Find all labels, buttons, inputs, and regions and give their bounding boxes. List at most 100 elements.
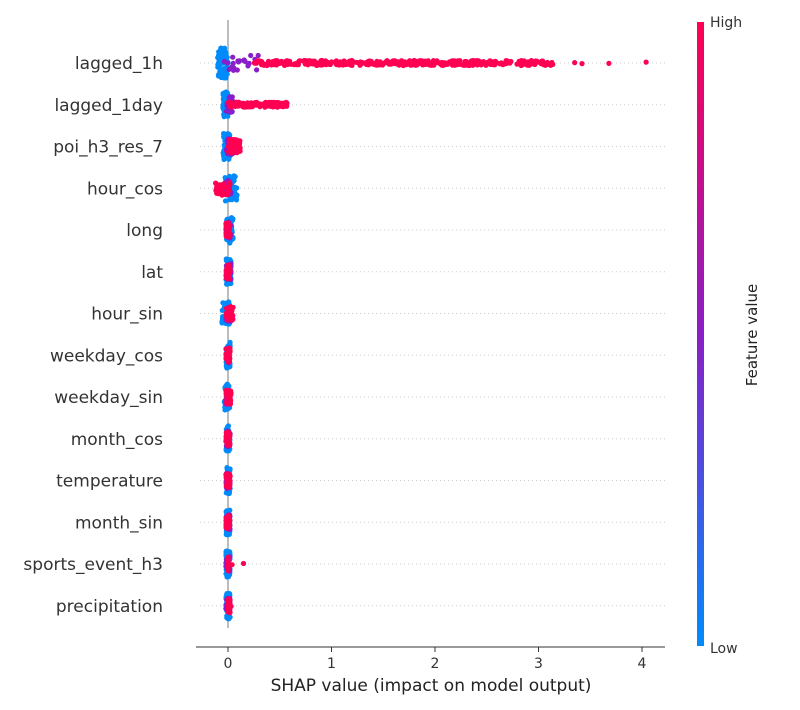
shap-point	[230, 54, 236, 60]
shap-point	[226, 141, 232, 147]
shap-point	[224, 54, 230, 61]
shap-point	[382, 59, 388, 66]
shap-point	[224, 394, 230, 400]
shap-point	[248, 52, 254, 59]
shap-point	[305, 62, 311, 68]
shap-point	[283, 99, 289, 105]
shap-point	[215, 185, 221, 191]
shap-point	[227, 222, 233, 228]
shap-point	[237, 144, 243, 150]
shap-point	[294, 60, 300, 66]
shap-point	[227, 481, 233, 488]
shap-point	[229, 562, 235, 568]
shap-point	[224, 465, 230, 471]
shap-point	[230, 67, 237, 73]
shap-point	[221, 90, 228, 96]
shap-point	[257, 101, 263, 107]
shap-point	[224, 265, 230, 271]
feature-label: sports_event_h3	[23, 555, 163, 575]
row-gridlines	[200, 62, 665, 607]
shap-point	[223, 531, 229, 538]
shap-point	[225, 275, 231, 281]
shap-point	[217, 59, 223, 65]
shap-point	[228, 603, 234, 610]
shap-point	[319, 57, 325, 64]
shap-point	[225, 596, 231, 602]
shap-point	[225, 471, 231, 477]
shap-point	[254, 67, 260, 73]
shap-point	[225, 437, 231, 443]
shap-point	[252, 60, 258, 66]
shap-point	[283, 58, 289, 64]
shap-point	[221, 96, 227, 102]
shap-point	[503, 61, 509, 67]
shap-point	[234, 67, 240, 73]
shap-point	[229, 108, 235, 115]
shap-point	[224, 314, 230, 320]
feature-label: month_cos	[71, 430, 163, 450]
shap-point	[550, 61, 556, 67]
colorbar-high-label: High	[710, 15, 742, 31]
shap-point	[221, 74, 227, 80]
shap-point	[284, 103, 290, 109]
x-axis-label: SHAP value (impact on model output)	[271, 676, 592, 696]
shap-point	[463, 60, 469, 66]
feature-label: long	[126, 221, 163, 241]
shap-point	[222, 198, 229, 204]
shap-point	[222, 300, 228, 306]
x-tick-label: 1	[327, 656, 336, 672]
shap-point	[442, 62, 448, 68]
shap-point	[227, 180, 233, 186]
shap-point	[226, 66, 232, 72]
shap-point	[414, 62, 420, 68]
shap-point	[387, 61, 393, 67]
feature-label: precipitation	[56, 597, 163, 617]
shap-point	[229, 215, 235, 221]
x-tick-label: 3	[534, 656, 543, 672]
shap-point	[471, 59, 477, 65]
shap-point	[214, 189, 220, 195]
shap-point	[428, 62, 434, 68]
shap-point	[224, 399, 230, 405]
feature-label: lat	[141, 263, 163, 283]
shap-point	[606, 60, 612, 66]
shap-point	[225, 567, 231, 573]
shap-point	[235, 58, 241, 64]
shap-point	[530, 59, 537, 65]
shap-point	[358, 60, 364, 66]
shap-point	[218, 66, 224, 72]
shap-point	[226, 257, 232, 263]
feature-label: lagged_1day	[54, 96, 163, 116]
shap-point	[247, 104, 253, 110]
x-tick-label: 2	[431, 656, 440, 672]
shap-point	[255, 52, 261, 59]
colorbar-low-label: Low	[710, 641, 738, 657]
shap-point	[643, 59, 649, 65]
shap-point	[221, 156, 227, 162]
shap-point	[225, 514, 231, 520]
shap-point	[213, 180, 219, 186]
shap-point	[483, 62, 489, 68]
shap-point	[538, 61, 544, 67]
colorbar-title: Feature value	[743, 284, 761, 386]
feature-labels: lagged_1h lagged_1day poi_h3_res_7 hour_cos…	[23, 54, 163, 617]
shap-point	[271, 58, 277, 64]
shap-point	[262, 101, 268, 107]
feature-label: hour_sin	[91, 305, 163, 325]
shap-point	[223, 230, 229, 236]
shap-point	[451, 58, 458, 64]
shap-point	[240, 560, 247, 567]
x-tick-label: 4	[638, 656, 647, 672]
shap-point	[499, 61, 505, 67]
shap-point	[402, 59, 408, 65]
shap-point	[333, 60, 339, 66]
shap-point	[261, 62, 267, 68]
shap-point	[227, 148, 233, 155]
shap-point	[407, 59, 413, 66]
shap-point	[328, 59, 335, 65]
x-axis-ticks: 0 1 2 3 4	[224, 647, 647, 672]
shap-point	[397, 59, 404, 65]
shap-point	[225, 155, 231, 161]
shap-point	[221, 191, 228, 197]
shap-point	[349, 60, 356, 66]
